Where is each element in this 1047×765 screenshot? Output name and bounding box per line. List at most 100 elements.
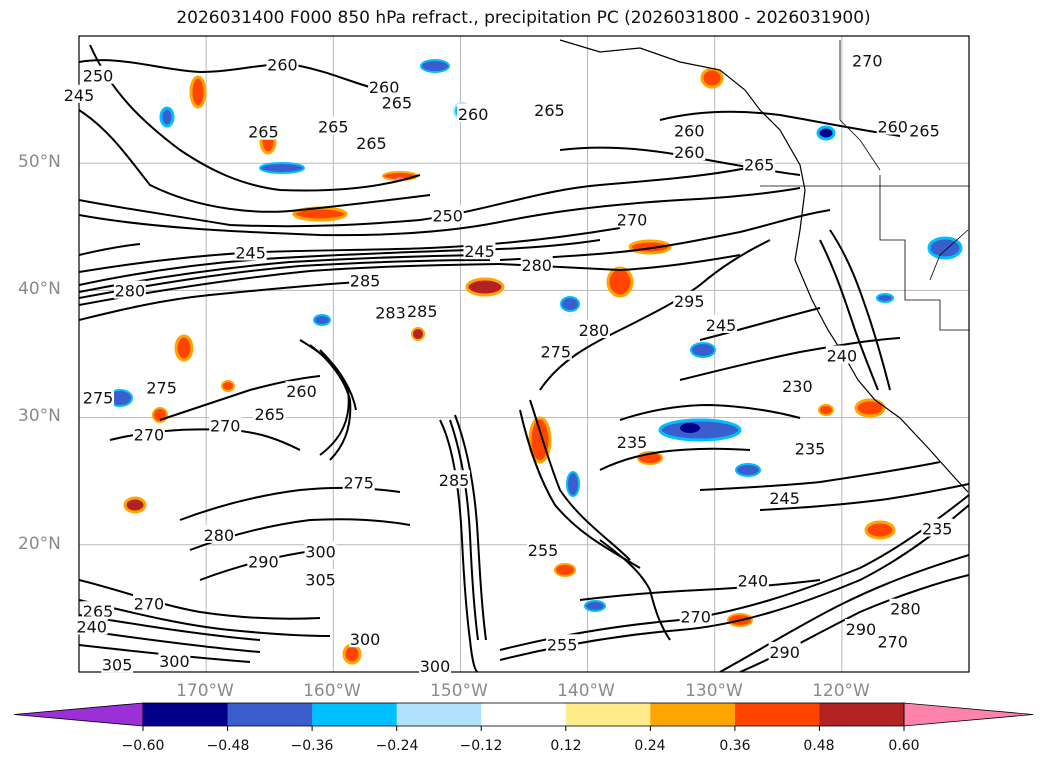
contour-label: 290: [248, 553, 279, 572]
contour-label-bg: [546, 634, 579, 653]
contour-label: 300: [350, 630, 381, 649]
colorbar-tick-label: 0.48: [803, 738, 835, 754]
precip-cell: [554, 563, 576, 577]
contour-label-bg: [380, 92, 413, 111]
contour-label-bg: [349, 629, 382, 648]
colorbar-segment: [819, 703, 905, 726]
contour-label: 235: [795, 439, 826, 458]
lon-label-120w: 120°W: [812, 681, 870, 701]
colorbar-extend-low: [13, 702, 144, 727]
contour-label: 265: [744, 156, 775, 175]
colorbar-segment: [312, 703, 398, 726]
precip-cell: [690, 342, 716, 358]
contour-label: 240: [827, 347, 858, 366]
contour-label-bg: [304, 569, 337, 588]
map-frame: [78, 35, 970, 673]
precip-cell: [174, 334, 194, 362]
precip-cell: [259, 162, 305, 174]
contour-label-bg: [374, 302, 407, 321]
contour-label-bg: [368, 77, 401, 96]
precip-cell: [680, 423, 700, 433]
contour-label: 275: [343, 474, 374, 493]
contour-labels: 2502602602652602652652652652602602652702…: [63, 50, 954, 676]
contour-label-bg: [616, 209, 649, 228]
precip-cell: [876, 293, 894, 303]
contour-label-bg: [768, 641, 801, 660]
contour-label-bg: [673, 120, 706, 139]
contour-label: 285: [407, 302, 438, 321]
precip-cell: [658, 418, 742, 442]
contour-label: 260: [286, 382, 317, 401]
precip-cell: [864, 520, 896, 540]
precip-cell: [528, 416, 552, 464]
lat-label-20n: 20°N: [18, 534, 61, 554]
contour-label-bg: [539, 341, 572, 360]
contour-label-bg: [247, 551, 280, 570]
colorbar-segment: [734, 703, 820, 726]
contour-label-bg: [285, 381, 318, 400]
colorbar-segment: [565, 703, 651, 726]
colorbar-tick-label: −0.60: [121, 738, 165, 754]
contour-label-bg: [132, 424, 165, 443]
contour-label-bg: [419, 655, 451, 674]
contour-label-bg: [736, 570, 769, 589]
colorbar-segment: [143, 703, 229, 726]
chart-title: 2026031400 F000 850 hPa refract., precip…: [176, 8, 871, 28]
contour-label-bg: [132, 593, 165, 612]
contour-label: 270: [680, 607, 711, 626]
contour-label-bg: [673, 290, 706, 309]
contour-label: 245: [235, 244, 266, 263]
contour-label: 240: [738, 572, 769, 591]
map-background: [79, 36, 969, 672]
contour-label-bg: [616, 432, 649, 451]
contour-label-bg: [781, 376, 814, 395]
contour-label: 265: [318, 118, 349, 137]
contour-label: 230: [782, 377, 813, 396]
lon-label-130w: 130°W: [685, 681, 743, 701]
contour-label: 245: [64, 86, 95, 105]
contour-label: 275: [541, 343, 572, 362]
contour-label: 260: [877, 118, 908, 137]
contour-label: 245: [464, 242, 495, 261]
precip-cell: [313, 314, 331, 326]
lon-label-170w: 170°W: [176, 681, 234, 701]
colorbar-segment: [396, 703, 482, 726]
contour-label-bg: [438, 470, 471, 489]
contour-label-bg: [794, 438, 827, 457]
contour-label: 265: [254, 405, 285, 424]
contour-label-bg: [463, 241, 496, 260]
contour-label: 280: [579, 321, 610, 340]
contour-label: 265: [534, 101, 565, 120]
lat-label-50n: 50°N: [18, 152, 61, 172]
contour-label: 240: [76, 617, 107, 636]
contour-label-bg: [673, 142, 706, 161]
contour-label: 265: [909, 121, 940, 140]
contour-label: 265: [83, 602, 114, 621]
contour-label: 235: [922, 520, 953, 539]
contour-label-bg: [844, 619, 877, 638]
contour-label-bg: [304, 541, 337, 560]
contour-label-bg: [908, 120, 941, 139]
colorbar-segment: [227, 703, 313, 726]
contour-label: 270: [134, 425, 165, 444]
contour-label-bg: [75, 616, 108, 635]
precip-cell: [560, 296, 580, 312]
colorbar-frame: [142, 702, 905, 727]
lat-label-40n: 40°N: [18, 279, 61, 299]
precip-cell: [628, 239, 672, 255]
contour-label-bg: [457, 103, 490, 122]
colorbar-tick-label: −0.24: [375, 738, 419, 754]
contour-label-bg: [317, 116, 350, 135]
lon-label-160w: 160°W: [303, 681, 361, 701]
precip-cell: [465, 277, 505, 297]
refractivity-contours: [79, 44, 969, 672]
contour-label: 280: [890, 600, 921, 619]
lon-label-140w: 140°W: [557, 681, 615, 701]
contour-label-bg: [145, 377, 178, 396]
contour-label-bg: [768, 488, 801, 507]
contour-label: 285: [350, 271, 381, 290]
contour-label: 295: [674, 292, 705, 311]
contour-label: 255: [547, 635, 578, 654]
colorbar-tick-label: 0.36: [719, 738, 751, 754]
contour-label-bg: [577, 320, 610, 339]
